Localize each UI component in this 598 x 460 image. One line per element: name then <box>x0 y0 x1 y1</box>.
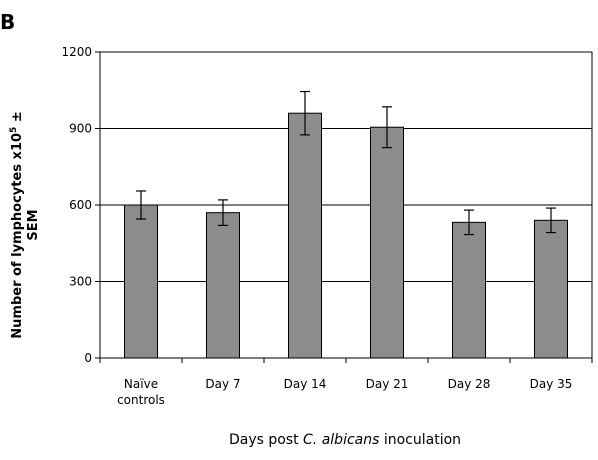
bar <box>206 212 240 359</box>
x-tick-label: Naïve <box>124 377 158 391</box>
y-tick-label: 0 <box>84 351 92 365</box>
y-tick-label: 900 <box>69 122 92 136</box>
y-axis-label-wrap: Number of lymphocytes x105 ± SEM <box>2 60 46 390</box>
x-axis-label-prefix: Days post <box>228 432 304 448</box>
y-axis-label-prefix: Number of lymphocytes x10 <box>10 132 26 339</box>
x-tick-label: Day 35 <box>530 377 573 391</box>
bar <box>452 221 486 359</box>
error-bars <box>136 90 556 236</box>
y-axis-label: Number of lymphocytes x105 ± SEM <box>6 60 42 390</box>
x-axis-label-italic: C. albicans <box>303 432 380 448</box>
y-tick-label: 600 <box>69 198 92 212</box>
x-tick-label: controls <box>117 393 165 407</box>
panel-letter: B <box>0 10 16 34</box>
x-tick-label: Day 21 <box>366 377 409 391</box>
y-axis-label-line2: SEM <box>26 209 42 241</box>
y-tick-label: 1200 <box>61 45 92 59</box>
y-axis-label-suffix: ± <box>10 111 26 127</box>
bars <box>124 112 568 359</box>
bar <box>124 204 158 359</box>
y-axis-ticks: 0 300 600 900 1200 <box>61 45 100 365</box>
x-axis-label-suffix: inoculation <box>379 432 462 448</box>
bar <box>370 126 404 359</box>
y-axis-label-exponent: 5 <box>8 126 19 133</box>
x-tick-label: Day 7 <box>205 377 240 391</box>
x-axis-label: Days post C. albicans inoculation <box>95 432 595 448</box>
bar <box>288 112 322 359</box>
bar <box>534 219 568 359</box>
x-tick-label: Day 14 <box>284 377 327 391</box>
x-tick-label: Day 28 <box>448 377 491 391</box>
x-axis-ticks: Naïve controls Day 7 Day 14 Day 21 Day 28 Day … <box>99 358 593 407</box>
y-tick-label: 300 <box>69 275 92 289</box>
gridlines <box>100 128 592 282</box>
